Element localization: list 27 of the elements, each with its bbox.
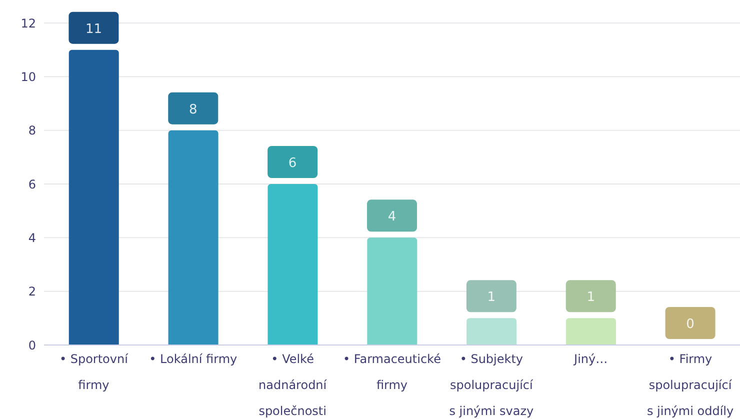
x-tick-label: • Subjekty spolupracující s jinými svazy: [449, 352, 534, 418]
y-tick-label: 10: [20, 70, 36, 84]
data-label: 8: [189, 102, 198, 118]
x-tick-label: Jiný…: [573, 352, 608, 366]
y-tick-label: 12: [20, 16, 36, 30]
bar: [466, 318, 517, 345]
data-label: 11: [85, 22, 102, 37]
data-label: 4: [388, 210, 396, 225]
bar: [566, 318, 616, 345]
data-label: 0: [686, 317, 694, 332]
y-tick-label: 0: [28, 338, 36, 352]
x-tick-label: • Firmy spolupracující s jinými oddíly: [646, 352, 734, 418]
x-tick-label: • Lokální firmy: [149, 352, 238, 366]
y-tick-label: 8: [28, 124, 36, 138]
bar: [367, 238, 418, 345]
x-tick-label: • Sportovní firmy: [59, 352, 129, 392]
data-label: 6: [288, 156, 297, 171]
bar: [168, 130, 218, 345]
x-tick-label: • Farmaceutické firmy: [343, 352, 441, 392]
bar: [268, 184, 318, 345]
data-label: 1: [586, 290, 595, 306]
y-tick-label: 2: [28, 284, 36, 299]
y-tick-label: 6: [28, 177, 36, 192]
y-tick-label: 4: [28, 230, 36, 245]
data-label: 1: [487, 290, 496, 306]
bar: [68, 50, 119, 345]
x-tick-label: • Velké nadnárodní společnosti: [258, 352, 328, 418]
